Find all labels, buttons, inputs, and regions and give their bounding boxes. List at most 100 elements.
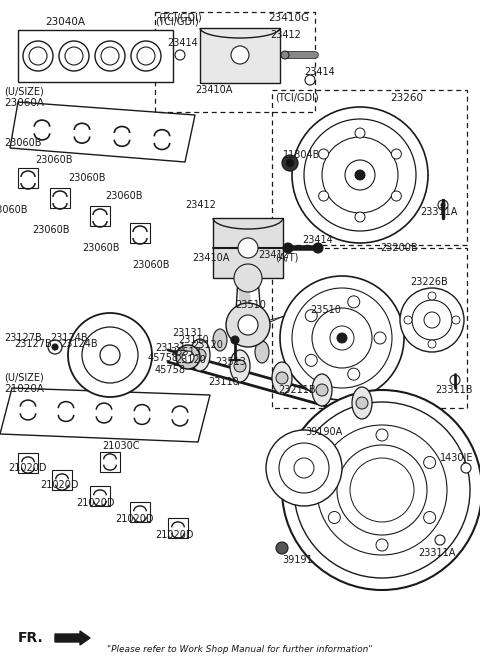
Circle shape — [345, 160, 375, 190]
Circle shape — [238, 238, 258, 258]
Ellipse shape — [352, 387, 372, 419]
Text: 23412: 23412 — [258, 250, 289, 260]
Circle shape — [231, 46, 249, 64]
Text: 23260: 23260 — [390, 93, 423, 103]
Ellipse shape — [335, 367, 349, 389]
Text: 23412: 23412 — [185, 200, 216, 210]
Text: 23311B: 23311B — [435, 385, 472, 395]
Circle shape — [404, 316, 412, 324]
Text: 23311A: 23311A — [420, 207, 457, 217]
Circle shape — [280, 276, 404, 400]
Text: 21020D: 21020D — [40, 480, 79, 490]
Circle shape — [313, 243, 323, 253]
Text: 23410A: 23410A — [195, 85, 232, 95]
Circle shape — [337, 445, 427, 535]
Text: (A/T): (A/T) — [275, 252, 299, 262]
Circle shape — [360, 468, 404, 512]
Bar — [18, 453, 38, 473]
Bar — [272, 90, 467, 245]
Circle shape — [304, 119, 416, 231]
Circle shape — [391, 191, 401, 201]
Text: 23110: 23110 — [208, 377, 239, 387]
Bar — [130, 223, 150, 243]
Circle shape — [317, 425, 447, 555]
Text: 23060B: 23060B — [0, 205, 27, 215]
Circle shape — [438, 200, 448, 210]
Text: 23110: 23110 — [178, 335, 209, 345]
Text: 21020D: 21020D — [155, 530, 193, 540]
Text: 39191: 39191 — [282, 555, 312, 565]
Circle shape — [391, 149, 401, 159]
Text: 23226B: 23226B — [410, 277, 448, 287]
Circle shape — [424, 511, 436, 523]
Circle shape — [238, 315, 258, 335]
Circle shape — [305, 310, 317, 322]
Bar — [155, 12, 315, 112]
Text: 23060B: 23060B — [68, 173, 106, 183]
Text: 23211B: 23211B — [278, 385, 316, 395]
Circle shape — [282, 390, 480, 590]
Text: 23510: 23510 — [310, 305, 341, 315]
Circle shape — [376, 429, 388, 441]
Circle shape — [276, 372, 288, 384]
Ellipse shape — [255, 341, 269, 363]
Circle shape — [29, 47, 47, 65]
Circle shape — [355, 128, 365, 138]
Circle shape — [294, 458, 314, 478]
Bar — [272, 248, 467, 408]
Text: 23124B: 23124B — [50, 333, 88, 343]
Text: 1430JE: 1430JE — [440, 453, 473, 463]
Text: 23414: 23414 — [167, 38, 198, 48]
Circle shape — [23, 41, 53, 71]
Circle shape — [131, 41, 161, 71]
Text: 23120: 23120 — [175, 355, 206, 365]
Text: 23311A: 23311A — [418, 548, 456, 558]
Text: 23200B: 23200B — [380, 243, 418, 253]
Circle shape — [100, 345, 120, 365]
Text: 23040A: 23040A — [45, 17, 85, 27]
Circle shape — [374, 332, 386, 344]
Bar — [90, 206, 110, 226]
Circle shape — [435, 535, 445, 545]
Circle shape — [175, 50, 185, 60]
Circle shape — [316, 384, 328, 396]
Text: (U/SIZE): (U/SIZE) — [4, 87, 44, 97]
Text: 11304B: 11304B — [283, 150, 320, 160]
Text: 45758: 45758 — [148, 353, 179, 363]
Text: 21030C: 21030C — [102, 441, 140, 451]
Circle shape — [65, 47, 83, 65]
Circle shape — [424, 312, 440, 328]
Circle shape — [348, 296, 360, 308]
Circle shape — [328, 511, 340, 523]
Circle shape — [305, 75, 315, 85]
Text: (TCI/GDI): (TCI/GDI) — [275, 93, 319, 103]
Circle shape — [194, 349, 206, 361]
Text: 39190A: 39190A — [305, 427, 342, 437]
Text: (U/SIZE): (U/SIZE) — [4, 373, 44, 383]
Text: (TCI/GDI): (TCI/GDI) — [158, 13, 202, 23]
Circle shape — [292, 288, 392, 388]
Circle shape — [452, 316, 460, 324]
Text: 23131: 23131 — [172, 328, 203, 338]
Text: 21020A: 21020A — [4, 384, 44, 394]
Text: 23414: 23414 — [302, 235, 333, 245]
Circle shape — [441, 203, 445, 207]
Text: 23510: 23510 — [235, 300, 266, 310]
Ellipse shape — [295, 354, 309, 376]
Circle shape — [95, 41, 125, 71]
Circle shape — [350, 458, 414, 522]
Circle shape — [286, 159, 294, 167]
Circle shape — [319, 149, 329, 159]
Circle shape — [412, 300, 452, 340]
Circle shape — [176, 345, 200, 369]
Text: 23060B: 23060B — [35, 155, 72, 165]
Text: 23060B: 23060B — [82, 243, 120, 253]
Circle shape — [266, 430, 342, 506]
Text: 23060B: 23060B — [105, 191, 143, 201]
Bar — [130, 502, 150, 522]
Text: 23127B: 23127B — [14, 339, 52, 349]
Circle shape — [48, 340, 62, 354]
Circle shape — [101, 47, 119, 65]
Circle shape — [292, 107, 428, 243]
Circle shape — [182, 351, 194, 363]
